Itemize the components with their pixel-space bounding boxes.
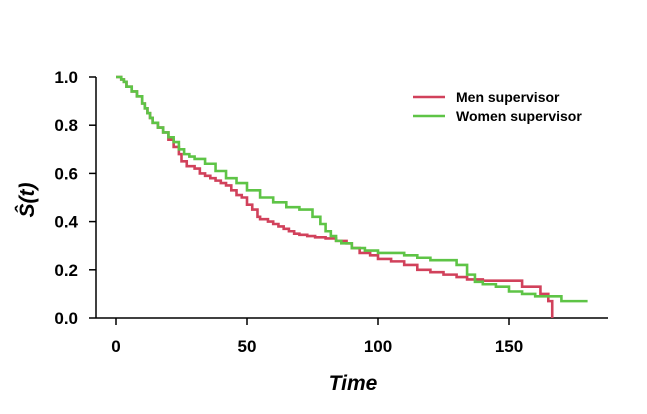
legend-label: Men supervisor — [456, 89, 560, 105]
x-axis-title: Time — [329, 372, 378, 395]
legend: Men supervisor Women supervisor — [413, 89, 582, 124]
legend-label: Women supervisor — [456, 108, 582, 124]
series-line-women-supervisor — [116, 75, 588, 303]
y-tick-label: 0.4 — [54, 213, 78, 232]
series-layer — [116, 75, 588, 318]
y-tick-label: 0.8 — [54, 116, 78, 135]
x-tick-label: 0 — [111, 337, 120, 356]
x-tick-label: 50 — [238, 337, 257, 356]
axes — [95, 77, 608, 319]
y-axis-title: Ŝ(t) — [15, 183, 39, 218]
y-tick-label: 0.2 — [54, 261, 78, 280]
x-tick-label: 100 — [364, 337, 392, 356]
y-tick-label: 0.0 — [54, 309, 78, 328]
y-tick-label: 1.0 — [54, 68, 78, 87]
y-ticks: 0.0 0.2 0.4 0.6 0.8 1.0 — [54, 68, 96, 328]
x-ticks: 0 50 100 150 — [111, 318, 523, 356]
x-tick-label: 150 — [495, 337, 523, 356]
y-tick-label: 0.6 — [54, 164, 78, 183]
